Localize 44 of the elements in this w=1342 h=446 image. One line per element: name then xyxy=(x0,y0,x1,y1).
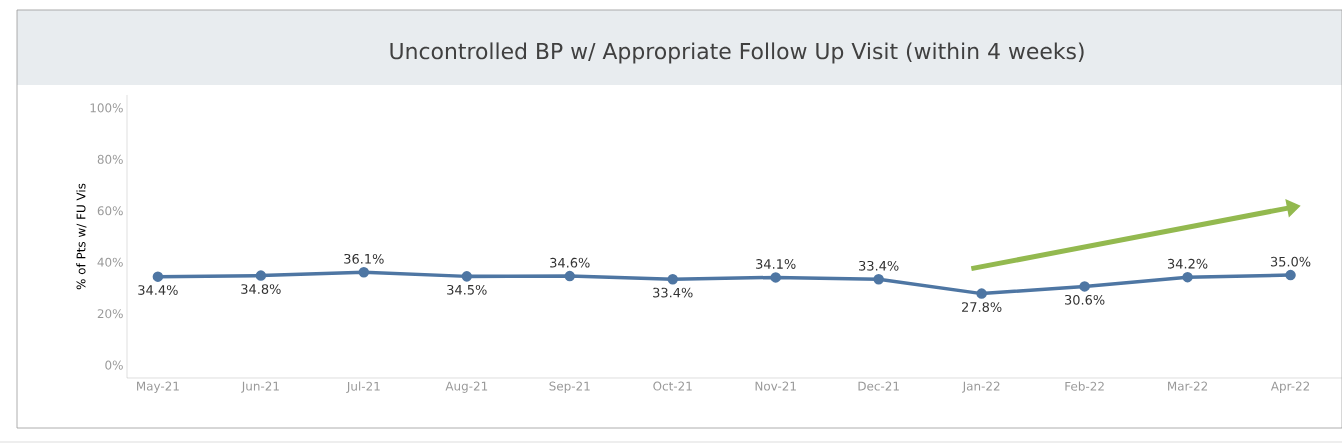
data-label: 35.0% xyxy=(1270,256,1311,267)
y-tick-label: 60% xyxy=(97,206,123,216)
point xyxy=(873,273,884,285)
data-label: 34.1% xyxy=(756,259,796,269)
x-tick-label: Jun-21 xyxy=(241,381,279,393)
x-tick-label: Apr-22 xyxy=(1270,381,1310,393)
y-tick-label: 20% xyxy=(97,309,123,319)
data-label: 34.2% xyxy=(1167,258,1208,269)
data-label: 34.8% xyxy=(241,284,281,294)
x-tick-label: Oct-21 xyxy=(653,381,692,391)
point xyxy=(358,267,370,278)
x-tick-label: Sep-21 xyxy=(549,381,590,393)
point xyxy=(564,270,576,282)
x-tick-label: Jan-22 xyxy=(962,381,1000,393)
point xyxy=(255,270,267,281)
point xyxy=(1182,271,1193,283)
point xyxy=(1285,269,1296,281)
point xyxy=(1079,281,1090,292)
point xyxy=(152,271,164,282)
x-tick-label: Dec-21 xyxy=(858,381,899,391)
y-tick-label: 80% xyxy=(97,154,123,164)
data-label: 30.6% xyxy=(1065,294,1105,305)
x-tick-label: Mar-22 xyxy=(1168,381,1208,391)
x-tick-label: May-21 xyxy=(137,381,179,393)
y-tick-label: 0% xyxy=(105,360,123,370)
data-label: 34.4% xyxy=(138,285,178,295)
y-tick-label: 40% xyxy=(97,257,123,267)
data-label: 27.8% xyxy=(962,302,1002,312)
point xyxy=(667,273,678,285)
point xyxy=(770,272,781,283)
data-label: 33.4% xyxy=(859,260,899,271)
data-label: 34.6% xyxy=(550,257,590,268)
y-axis-title: % of Pts w/ FU Vis xyxy=(76,183,87,290)
x-tick-label: Jul-21 xyxy=(346,381,380,393)
data-label: 33.4% xyxy=(653,287,693,298)
y-tick-label: 100% xyxy=(90,103,123,113)
chart-title: Uncontrolled BP w/ Appropriate Follow Up Visit (within 4 weeks) xyxy=(390,42,1084,64)
point xyxy=(461,271,473,282)
data-label: 34.5% xyxy=(447,284,487,295)
x-tick-label: Nov-21 xyxy=(755,381,796,391)
x-tick-label: Aug-21 xyxy=(445,381,488,393)
data-label: 36.1% xyxy=(344,253,384,264)
x-tick-label: Feb-22 xyxy=(1065,381,1104,391)
point xyxy=(976,288,987,299)
